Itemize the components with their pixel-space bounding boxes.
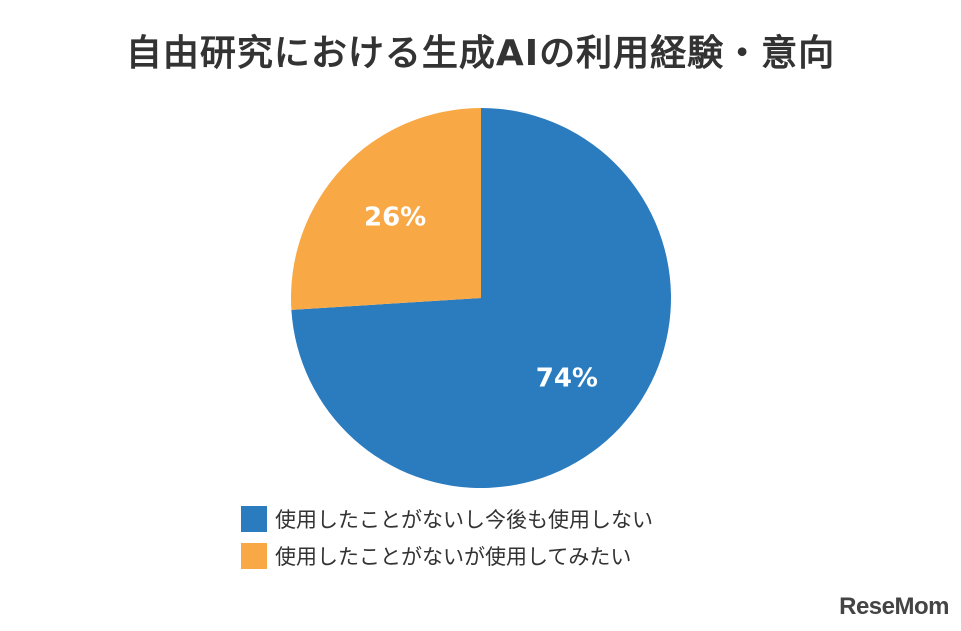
resemom-logo: ReseMom	[839, 593, 949, 620]
legend-label-want-to-use: 使用したことがないが使用してみたい	[275, 545, 632, 569]
pie-label-no-use: 74%	[536, 364, 598, 394]
pie-label-want-to-use: 26%	[364, 202, 426, 232]
legend-swatch-no-use	[241, 506, 267, 532]
legend: 使用したことがないし今後も使用しない 使用したことがないが使用してみたい	[241, 506, 653, 580]
chart-title: 自由研究における生成AIの利用経験・意向	[125, 33, 836, 74]
legend-item-want-to-use: 使用したことがないが使用してみたい	[241, 543, 653, 569]
legend-item-no-use: 使用したことがないし今後も使用しない	[241, 506, 653, 532]
pie-slice-want-to-use	[291, 108, 481, 310]
legend-label-no-use: 使用したことがないし今後も使用しない	[275, 508, 653, 532]
pie-slice-no-use	[291, 108, 671, 488]
legend-swatch-want-to-use	[241, 543, 267, 569]
